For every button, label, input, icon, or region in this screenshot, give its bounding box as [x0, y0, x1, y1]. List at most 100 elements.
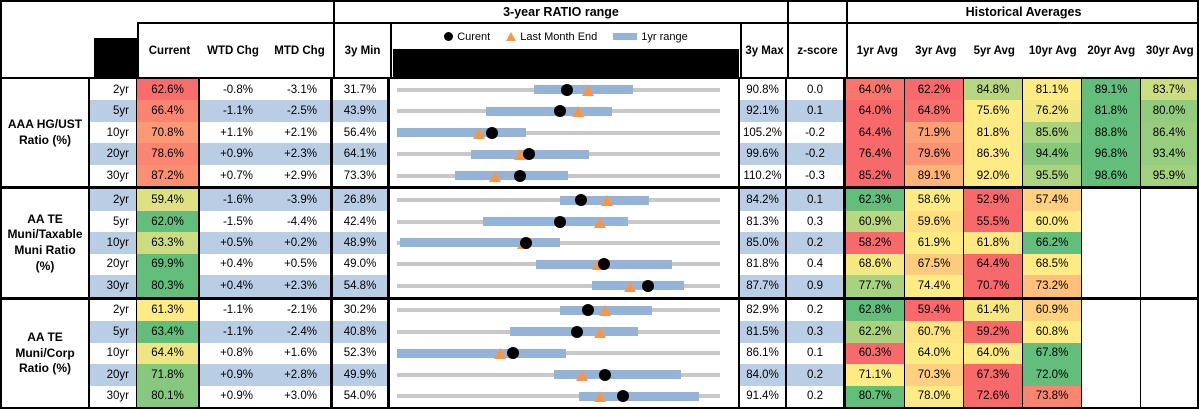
current-value-cell: 64.4%	[137, 342, 200, 365]
mtd-chg-cell: +2.8%	[266, 364, 333, 386]
wtd-chg-cell: -0.8%	[200, 79, 266, 101]
avg-value-cell: 95.5%	[1023, 164, 1082, 187]
avg-value-cell: 58.2%	[846, 232, 905, 254]
tenor-cell: 30yr	[90, 385, 137, 407]
current-dot	[617, 390, 630, 403]
wtd-chg-cell: -1.1%	[200, 299, 266, 322]
avg-value-cell: 96.8%	[1082, 143, 1141, 165]
avg-value-cell: 59.2%	[964, 321, 1023, 343]
range-section-title: 3-year RATIO range	[333, 2, 789, 24]
z-score-cell: 0.2	[787, 364, 846, 386]
three-year-max-cell: 99.6%	[740, 143, 787, 165]
last-month-end-triangle	[571, 106, 584, 118]
group-label-line: Muni Ratio	[14, 242, 76, 257]
range-chart-cell	[390, 121, 740, 144]
avg-value-cell: 52.9%	[964, 189, 1023, 211]
group-label: AA TE Muni/Taxable Muni Ratio (%)	[2, 189, 90, 297]
mtd-chg-cell: -2.1%	[266, 299, 333, 322]
range-chart-cell	[390, 321, 740, 343]
column-header-3y-min-text: 3y Min	[344, 44, 381, 57]
table-header: 3-year RATIO range Historical Averages C…	[2, 2, 1197, 79]
legend-current-label: Curent	[457, 30, 491, 43]
current-value-cell: 63.4%	[137, 321, 200, 343]
tenor-cell: 5yr	[90, 100, 137, 122]
three-year-min-cell: 26.8%	[333, 189, 390, 211]
three-year-min-cell: 31.7%	[333, 79, 390, 101]
current-value-cell: 80.3%	[137, 275, 200, 297]
avg-value-cell: 61.9%	[905, 232, 964, 254]
three-year-range-line	[397, 308, 720, 313]
avg-value-cell: 62.8%	[846, 299, 905, 322]
current-dot	[486, 126, 499, 139]
last-month-end-triangle	[593, 391, 606, 403]
three-year-range-line	[397, 130, 720, 135]
avg-value-cell	[1141, 232, 1197, 254]
group-label-line: AA TE	[27, 329, 63, 344]
three-year-min-cell: 43.9%	[333, 100, 390, 122]
ratio-group: AA TE Muni/Corp Ratio (%) 2yr 61.3% -1.1% -2.1…	[2, 299, 1197, 407]
range-plot	[397, 254, 720, 275]
avg-value-cell: 73.8%	[1023, 385, 1082, 407]
mtd-chg-cell: -2.4%	[266, 321, 333, 343]
current-dot	[523, 148, 536, 161]
current-value-cell: 87.2%	[137, 164, 200, 187]
avg-value-cell: 71.1%	[846, 364, 905, 386]
historical-averages-title: Historical Averages	[846, 2, 1197, 24]
avg-value-cell	[1141, 253, 1197, 276]
column-header-1yr-avg: 1yr Avg	[856, 44, 898, 57]
z-score-cell: 0.3	[787, 321, 846, 343]
current-dot	[560, 83, 573, 96]
three-year-min-cell: 49.0%	[333, 253, 390, 276]
avg-value-cell: 68.5%	[1023, 253, 1082, 276]
wtd-chg-cell: +0.7%	[200, 164, 266, 187]
tenor-cell: 10yr	[90, 121, 137, 144]
avg-value-cell: 94.4%	[1023, 143, 1082, 165]
wtd-chg-cell: -1.6%	[200, 189, 266, 211]
three-year-min-cell: 40.8%	[333, 321, 390, 343]
current-dot-icon	[444, 32, 454, 41]
range-plot	[397, 321, 720, 342]
z-score-cell: 0.2	[787, 299, 846, 322]
avg-value-cell: 60.9%	[846, 210, 905, 233]
three-year-max-cell: 92.1%	[740, 100, 787, 122]
three-year-min-cell: 42.4%	[333, 210, 390, 233]
avg-value-cell	[1141, 364, 1197, 386]
change-columns-header: Current WTD Chg MTD Chg	[137, 22, 335, 79]
avg-value-cell: 80.7%	[846, 385, 905, 407]
range-chart-cell	[390, 210, 740, 233]
avg-value-cell: 85.6%	[1023, 121, 1082, 144]
tenor-cell: 5yr	[90, 210, 137, 233]
ratio-group: AA TE Muni/Taxable Muni Ratio (%) 2yr 59.4% -1…	[2, 189, 1197, 297]
legend-last-month-end-label: Last Month End	[520, 30, 598, 43]
avg-value-cell	[1082, 253, 1141, 276]
three-year-min-cell: 73.3%	[333, 164, 390, 187]
avg-value-cell	[1082, 232, 1141, 254]
range-chart-cell	[390, 275, 740, 297]
z-score-cell: 0.1	[787, 342, 846, 365]
three-year-min-cell: 30.2%	[333, 299, 390, 322]
column-header-20yr-avg: 20yr Avg	[1087, 44, 1136, 57]
group-label-line: Ratio (%)	[19, 361, 71, 376]
current-value-cell: 78.6%	[137, 143, 200, 165]
avg-value-cell	[1141, 299, 1197, 322]
range-chart-cell	[390, 79, 740, 101]
column-header-30yr-avg: 30yr Avg	[1145, 44, 1194, 57]
wtd-chg-cell: +1.1%	[200, 121, 266, 144]
one-year-range-bar	[397, 348, 566, 358]
last-month-end-triangle	[575, 369, 588, 381]
avg-value-cell: 85.2%	[846, 164, 905, 187]
current-dot	[507, 347, 520, 360]
range-chart-cell	[390, 164, 740, 187]
group-label-line: AA TE	[27, 211, 63, 226]
avg-value-cell: 59.6%	[905, 210, 964, 233]
avg-value-cell	[1141, 210, 1197, 233]
z-score-cell: 0.4	[787, 253, 846, 276]
range-chart-cell	[390, 143, 740, 165]
current-value-cell: 62.0%	[137, 210, 200, 233]
one-year-range-bar	[553, 370, 682, 380]
z-score-cell: 0.2	[787, 385, 846, 407]
legend-1yr-range: 1yr range	[613, 31, 688, 43]
range-chart-cell	[390, 232, 740, 254]
current-dot	[520, 236, 533, 249]
tenor-cell: 30yr	[90, 164, 137, 187]
